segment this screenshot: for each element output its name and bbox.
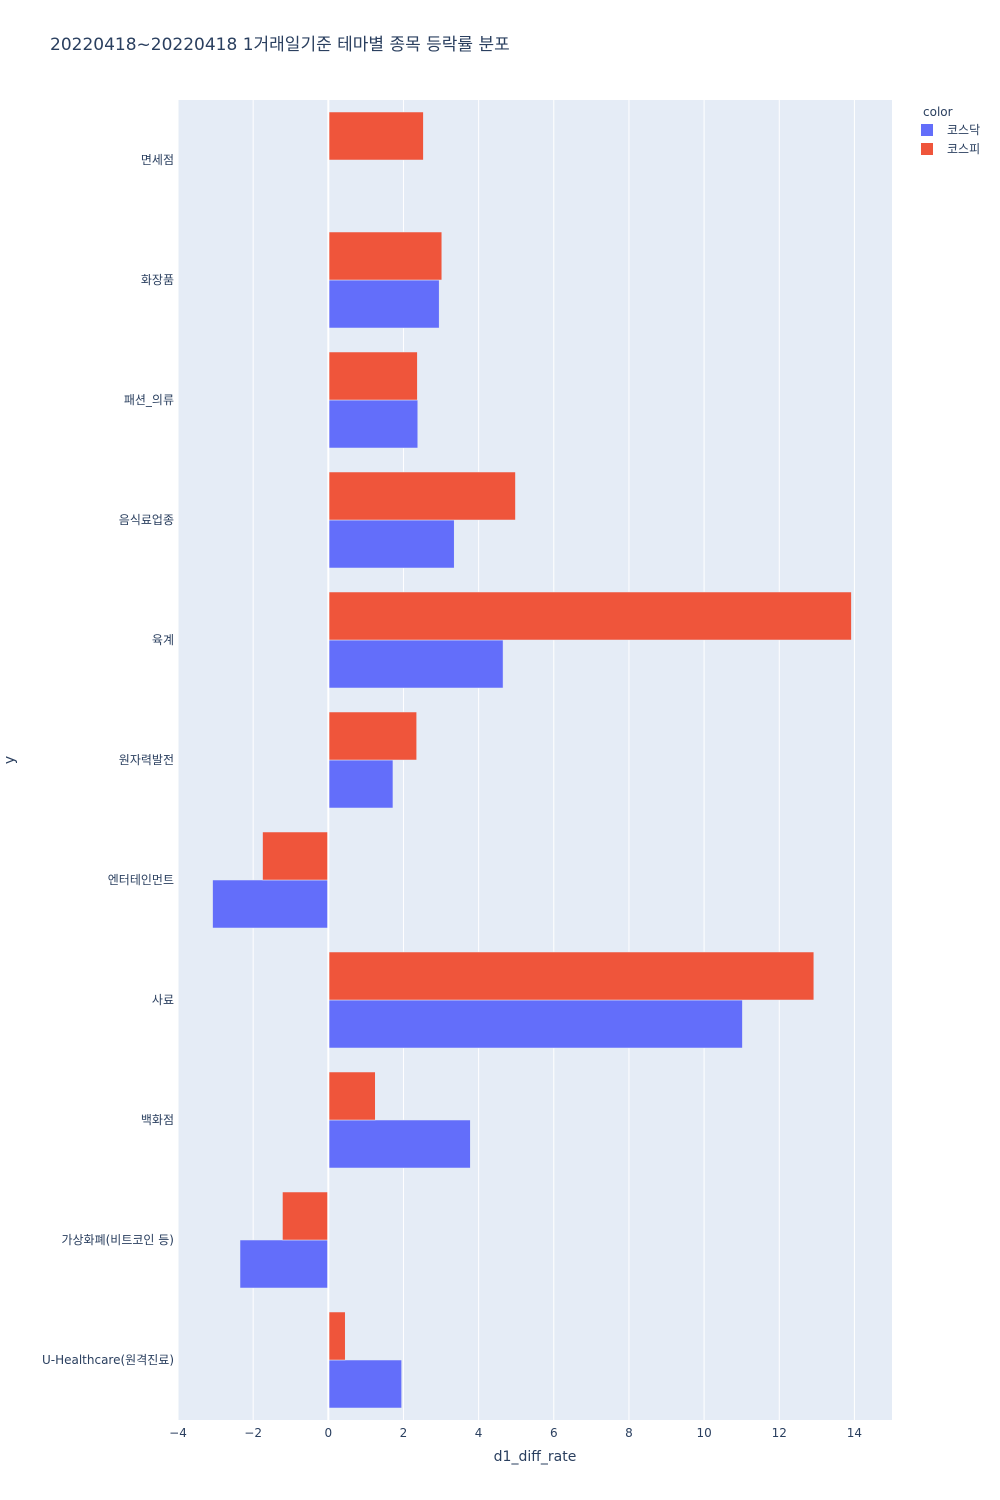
bar-코스피-가상화폐(비트코인 등) bbox=[282, 1191, 329, 1241]
bar-코스피-음식료업종 bbox=[328, 471, 516, 521]
legend-swatch-코스피[interactable] bbox=[921, 143, 933, 155]
x-tick-label: 0 bbox=[324, 1426, 332, 1440]
bar-코스피-패션_의류 bbox=[328, 351, 418, 401]
legend-label-코스닥[interactable]: 코스닥 bbox=[947, 123, 980, 137]
bar-코스피-U-Healthcare(원격진료) bbox=[328, 1311, 346, 1361]
bar-코스닥-사료 bbox=[328, 999, 743, 1049]
y-tick-label: 육계 bbox=[152, 633, 174, 647]
x-tick-labels: −4 −2 0 2 4 6 8 10 12 14 bbox=[169, 1426, 862, 1440]
bar-코스피-엔터테인먼트 bbox=[262, 831, 329, 881]
y-tick-label: 원자력발전 bbox=[119, 753, 174, 767]
bar-코스닥-가상화폐(비트코인 등) bbox=[239, 1239, 329, 1289]
y-tick-label: 백화점 bbox=[141, 1113, 174, 1127]
legend-title: color bbox=[923, 105, 953, 119]
bar-코스닥-엔터테인먼트 bbox=[212, 879, 329, 929]
x-axis-title: d1_diff_rate bbox=[494, 1449, 577, 1465]
x-tick-label: 12 bbox=[772, 1426, 787, 1440]
bar-코스피-백화점 bbox=[328, 1071, 376, 1121]
x-tick-label: 14 bbox=[847, 1426, 862, 1440]
bar-코스닥-백화점 bbox=[328, 1119, 471, 1169]
y-tick-label: 패션_의류 bbox=[124, 393, 174, 407]
bar-코스닥-U-Healthcare(원격진료) bbox=[328, 1359, 402, 1409]
y-tick-label: 가상화폐(비트코인 등) bbox=[61, 1233, 174, 1247]
bar-코스닥-화장품 bbox=[328, 279, 440, 329]
y-axis-title: y bbox=[2, 756, 18, 764]
bar-코스닥-패션_의류 bbox=[328, 399, 419, 449]
chart-title: 20220418~20220418 1거래일기준 테마별 종목 등락률 분포 bbox=[50, 35, 510, 55]
y-tick-label: 사료 bbox=[152, 993, 174, 1007]
x-tick-label: 10 bbox=[696, 1426, 711, 1440]
x-tick-label: 6 bbox=[550, 1426, 558, 1440]
bar-코스피-원자력발전 bbox=[328, 711, 417, 761]
bar-코스피-사료 bbox=[328, 951, 815, 1001]
y-tick-label: 음식료업종 bbox=[119, 513, 174, 527]
x-tick-label: 4 bbox=[475, 1426, 483, 1440]
y-tick-label: 화장품 bbox=[141, 273, 174, 287]
x-tick-label: 2 bbox=[400, 1426, 408, 1440]
x-tick-label: −2 bbox=[244, 1426, 262, 1440]
y-tick-label: U-Healthcare(원격진료) bbox=[42, 1353, 174, 1367]
bar-코스닥-육계 bbox=[328, 639, 504, 689]
bar-코스피-면세점 bbox=[328, 111, 424, 161]
bar-코스닥-음식료업종 bbox=[328, 519, 455, 569]
y-tick-label: 엔터테인먼트 bbox=[108, 873, 174, 887]
bar-코스피-육계 bbox=[328, 591, 852, 641]
bar-코스피-화장품 bbox=[328, 231, 443, 281]
x-tick-label: 8 bbox=[625, 1426, 633, 1440]
bar-코스닥-원자력발전 bbox=[328, 759, 394, 809]
bars bbox=[212, 111, 852, 1409]
x-tick-label: −4 bbox=[169, 1426, 187, 1440]
y-tick-label: 면세점 bbox=[141, 153, 174, 167]
legend-label-코스피[interactable]: 코스피 bbox=[947, 142, 980, 156]
legend-swatch-코스닥[interactable] bbox=[921, 124, 933, 136]
y-tick-labels: 면세점화장품패션_의류음식료업종육계원자력발전엔터테인먼트사료백화점가상화폐(비… bbox=[42, 153, 174, 1367]
